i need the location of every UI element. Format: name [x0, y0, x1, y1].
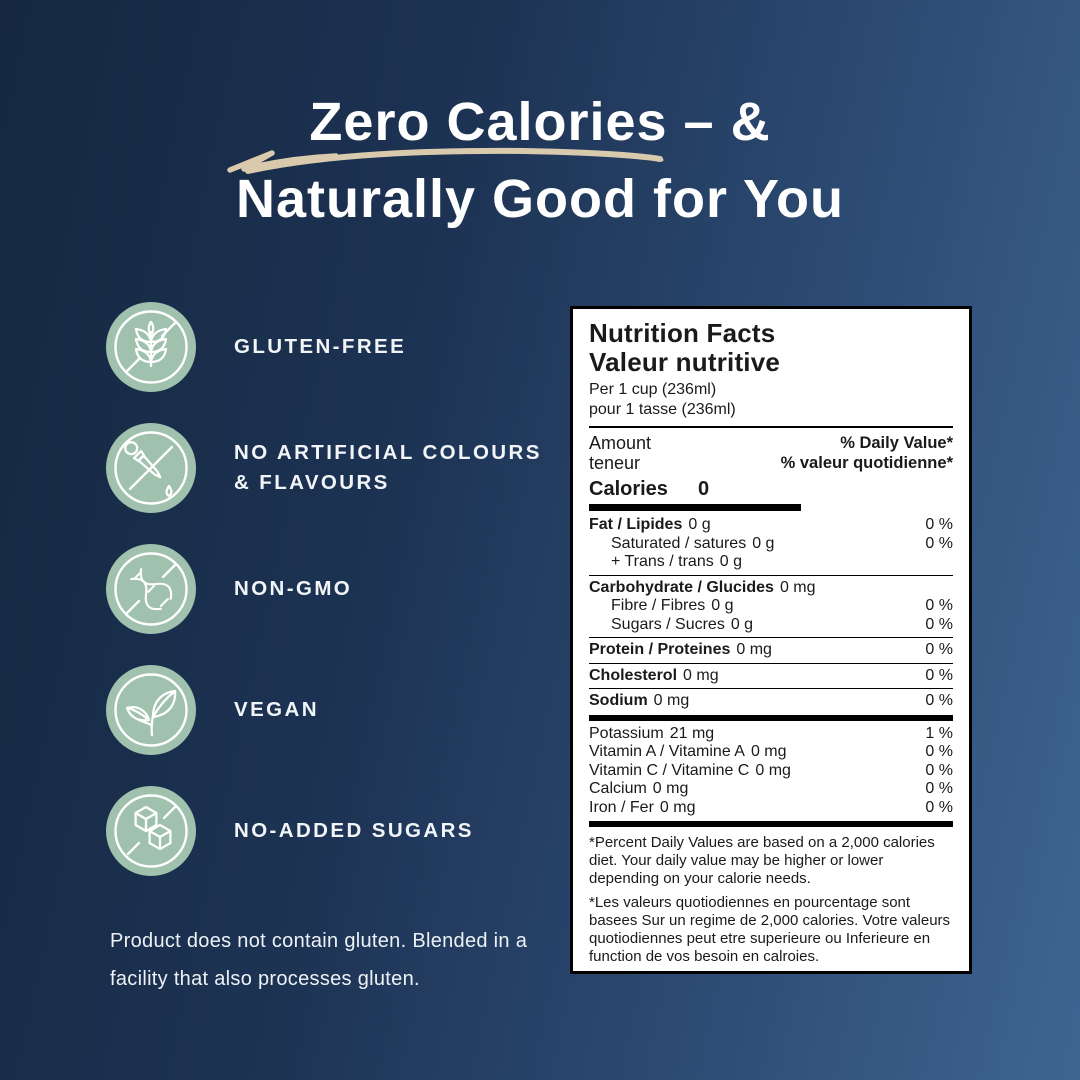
- title-line-2: Naturally Good for You: [235, 169, 845, 229]
- divider: [589, 574, 953, 576]
- divider: [589, 426, 953, 428]
- serving-size-en: Per 1 cup (236ml): [589, 381, 717, 398]
- title-line-1: Zero Calories – &: [309, 92, 771, 152]
- amount-header: Amount teneur % Daily Value* % valeur qu…: [589, 433, 953, 473]
- thick-divider: [589, 821, 953, 827]
- amount-label-fr: teneur: [589, 453, 641, 473]
- feature-gluten-free: GLUTEN-FREE: [106, 302, 554, 392]
- footnote-fr: *Les valeurs quotiodiennes en pourcentag…: [589, 894, 951, 965]
- nutrient-row-iron: Iron / Fer 0 mg 0 %: [589, 798, 953, 816]
- nutrient-row-fibre: Fibre / Fibres 0 g 0 %: [611, 597, 953, 614]
- nutrient-row-sugars: Sugars / Sucres 0 g 0 %: [611, 615, 953, 633]
- nutrient-row-potassium: Potassium 21 mg 1 %: [589, 724, 953, 742]
- nutrient-row-sodium: Sodium 0 mg 0 %: [589, 692, 953, 709]
- serving-size-fr: pour 1 tasse (236ml): [589, 401, 736, 418]
- calories-value: 0: [697, 478, 710, 500]
- nutrient-row-fat: Fat / Lipides 0 g 0 %: [589, 516, 953, 533]
- hero-title: Zero Calories – & Naturally Good for You: [0, 84, 1080, 238]
- feature-label: VEGAN: [234, 698, 319, 722]
- daily-value-label-en: % Daily Value*: [840, 434, 953, 452]
- amount-label-en: Amount: [589, 433, 652, 453]
- daily-value-label-fr: % valeur quotidienne*: [780, 454, 953, 472]
- nutrition-title-fr: Valeur nutritive: [589, 347, 781, 377]
- footnote-en: *Percent Daily Values are based on a 2,0…: [589, 834, 935, 887]
- nutrient-row-cholesterol: Cholesterol 0 mg 0 %: [589, 666, 953, 684]
- divider: [589, 688, 953, 689]
- calories-row: Calories 0: [589, 478, 953, 501]
- nutrient-row-protein: Protein / Proteines 0 mg 0 %: [589, 641, 953, 658]
- gluten-free-icon: [106, 302, 196, 392]
- feature-label: NO ARTIFICIAL COLOURS & FLAVOURS: [234, 441, 542, 494]
- feature-label: NON-GMO: [234, 577, 353, 601]
- feature-non-gmo: NON-GMO: [106, 544, 554, 634]
- feature-no-artificial-colours: NO ARTIFICIAL COLOURS & FLAVOURS: [106, 423, 554, 513]
- feature-list: GLUTEN-FREE NO ARTIFICIAL COLOURS & FLAV…: [106, 302, 554, 876]
- divider: [589, 662, 953, 664]
- nutrient-row-calcium: Calcium 0 mg 0 %: [589, 780, 953, 797]
- no-added-sugars-icon: [106, 786, 196, 876]
- vegan-icon: [106, 665, 196, 755]
- gluten-disclaimer: Product does not contain gluten. Blended…: [110, 930, 528, 990]
- no-artificial-colours-icon: [106, 423, 196, 513]
- nutrition-title-en: Nutrition Facts: [589, 318, 776, 348]
- feature-no-added-sugars: NO-ADDED SUGARS: [106, 786, 554, 876]
- divider: [589, 637, 953, 638]
- feature-label: NO-ADDED SUGARS: [234, 819, 474, 843]
- nutrition-facts-label: Nutrition Facts Valeur nutritive Per 1 c…: [570, 306, 972, 974]
- thick-divider: [589, 714, 953, 721]
- feature-vegan: VEGAN: [106, 665, 554, 755]
- nutrient-row-saturated: Saturated / satures 0 g 0 %: [611, 534, 953, 552]
- non-gmo-icon: [106, 544, 196, 634]
- nutrient-row-trans: + Trans / trans 0 g: [611, 553, 742, 570]
- nutrient-row-carbohydrate: Carbohydrate / Glucides 0 mg: [589, 578, 816, 596]
- calories-bar: [589, 504, 801, 511]
- feature-label: GLUTEN-FREE: [234, 335, 407, 359]
- calories-label: Calories: [589, 478, 668, 500]
